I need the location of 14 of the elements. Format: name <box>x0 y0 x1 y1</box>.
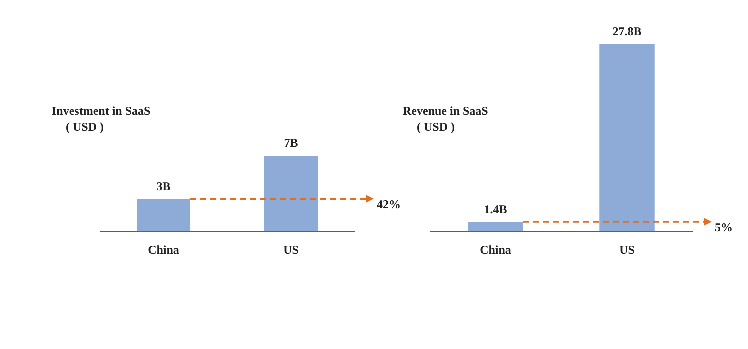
chart-title: Investment in SaaS <box>52 104 151 119</box>
x-tick-label: China <box>480 242 512 257</box>
text: 42% <box>377 197 401 212</box>
data-label: 7B <box>284 136 298 150</box>
x-tick-label: US <box>620 242 636 257</box>
data-label: 27.8B <box>612 24 642 38</box>
text: ( USD ) <box>417 120 455 135</box>
data-label: 1.4B <box>484 202 508 216</box>
x-tick-label: China <box>148 242 180 257</box>
x-tick-label: US <box>284 242 300 257</box>
chart-subtitle: ( USD ) <box>66 120 104 135</box>
data-label: 3B <box>156 179 171 194</box>
text: Revenue in SaaS <box>403 104 488 119</box>
text: 5% <box>715 220 733 234</box>
